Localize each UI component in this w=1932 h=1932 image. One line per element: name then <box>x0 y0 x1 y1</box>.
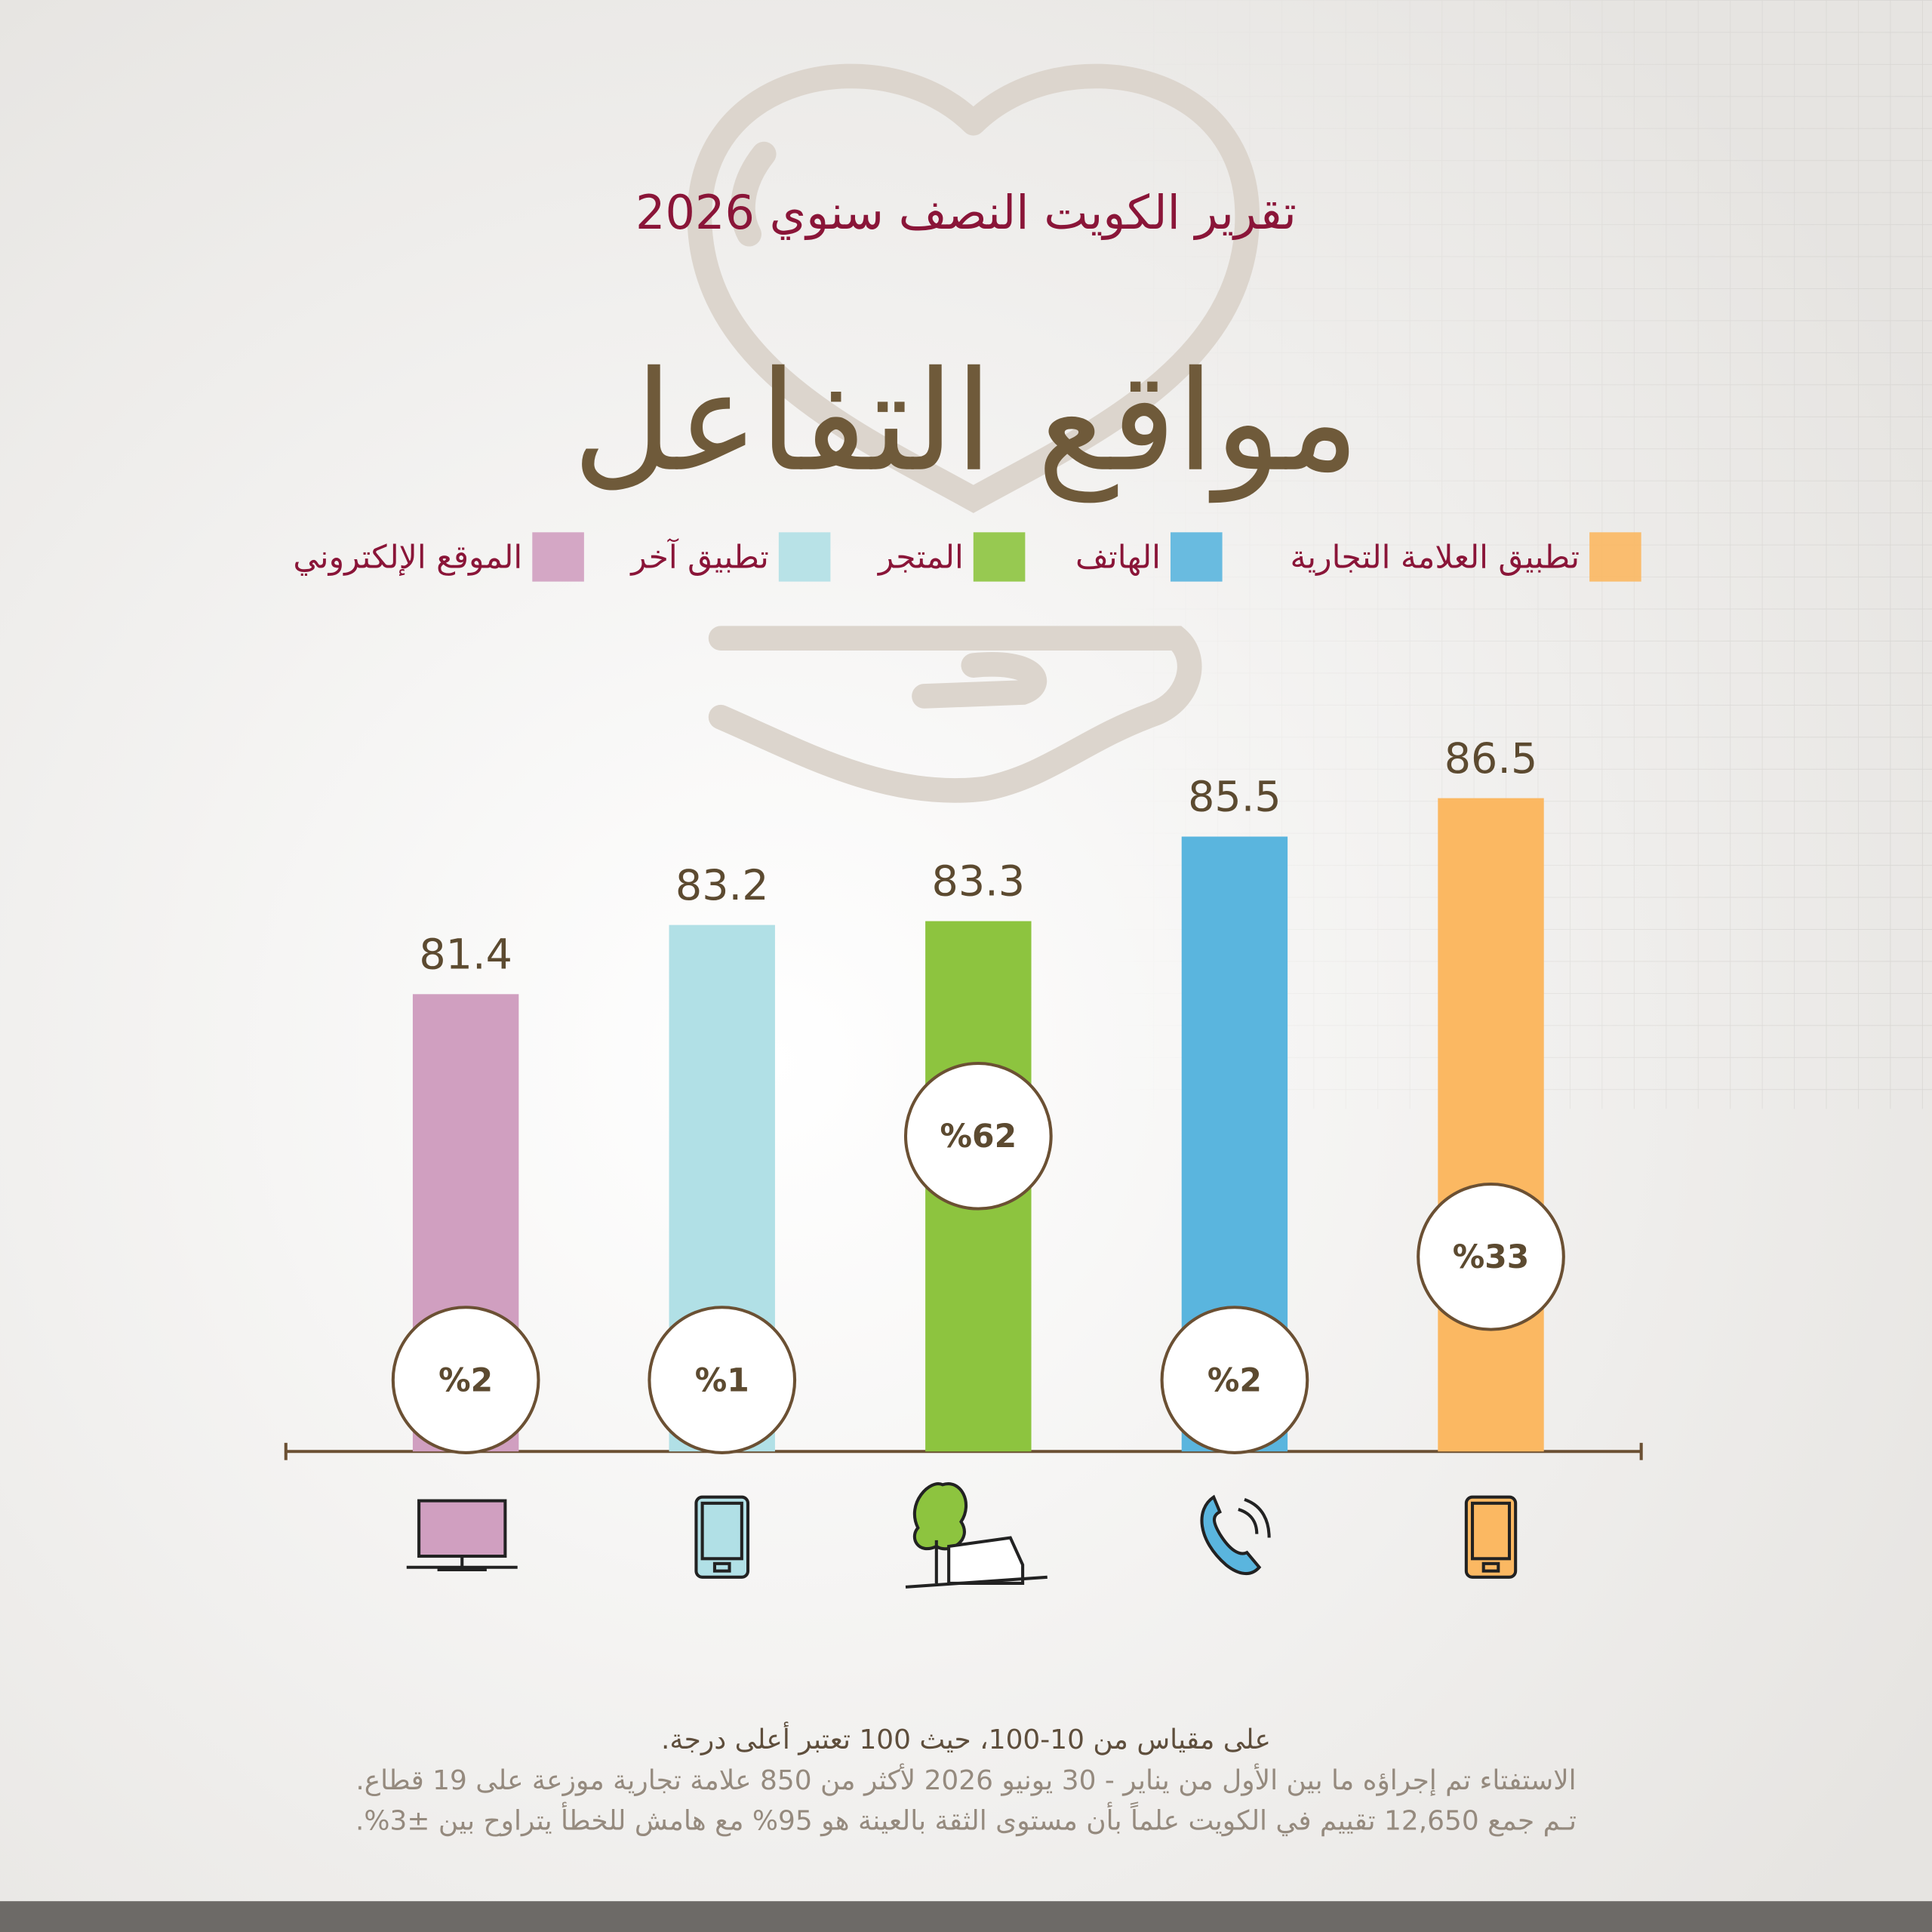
share-label: %1 <box>695 1362 749 1399</box>
share-label: %33 <box>1453 1239 1530 1276</box>
legend-swatch <box>532 532 584 582</box>
share-label: %2 <box>438 1362 493 1399</box>
value-label: 83.3 <box>932 857 1026 906</box>
legend-label: تطبيق العلامة التجارية <box>1291 540 1580 577</box>
legend-label: الهاتف <box>1075 540 1161 577</box>
legend-label: المتجر <box>877 540 964 577</box>
footnote: تـم جمع 12,650 تقييم في الكويت علماً بأن… <box>355 1801 1577 1837</box>
legend-swatch <box>973 532 1026 582</box>
category-icons <box>406 1482 1518 1589</box>
share-label: %2 <box>1208 1362 1262 1399</box>
share-circle <box>1160 1306 1309 1454</box>
subtitle: تقرير الكويت النصف سنوي 2026 <box>635 185 1297 240</box>
share-label: %62 <box>940 1118 1017 1155</box>
footer-bar <box>0 1901 1932 1932</box>
share-circle <box>391 1306 540 1454</box>
legend-label: الموقع الإلكتروني <box>293 540 522 577</box>
decoration <box>687 63 1260 803</box>
legend-swatch <box>778 532 831 582</box>
legend-swatch <box>1589 532 1641 582</box>
chart-title: مواقع التفاعل <box>572 342 1360 503</box>
bar <box>1438 798 1544 1452</box>
value-label: 81.4 <box>419 930 512 979</box>
footnote: الاستفتاء تم إجراؤه ما بين الأول من يناي… <box>355 1763 1576 1796</box>
share-circle <box>648 1306 797 1454</box>
share-circle <box>1417 1182 1565 1331</box>
footnote: على مقياس من 10-100، حيث 100 تعتبر أعلى … <box>661 1721 1271 1755</box>
value-label: 83.2 <box>675 861 769 910</box>
value-label: 86.5 <box>1444 734 1538 783</box>
value-label: 85.5 <box>1188 773 1281 822</box>
share-circle <box>903 1061 1053 1211</box>
legend-swatch <box>1171 532 1223 582</box>
legend-label: تطبيق آخر <box>629 538 769 577</box>
